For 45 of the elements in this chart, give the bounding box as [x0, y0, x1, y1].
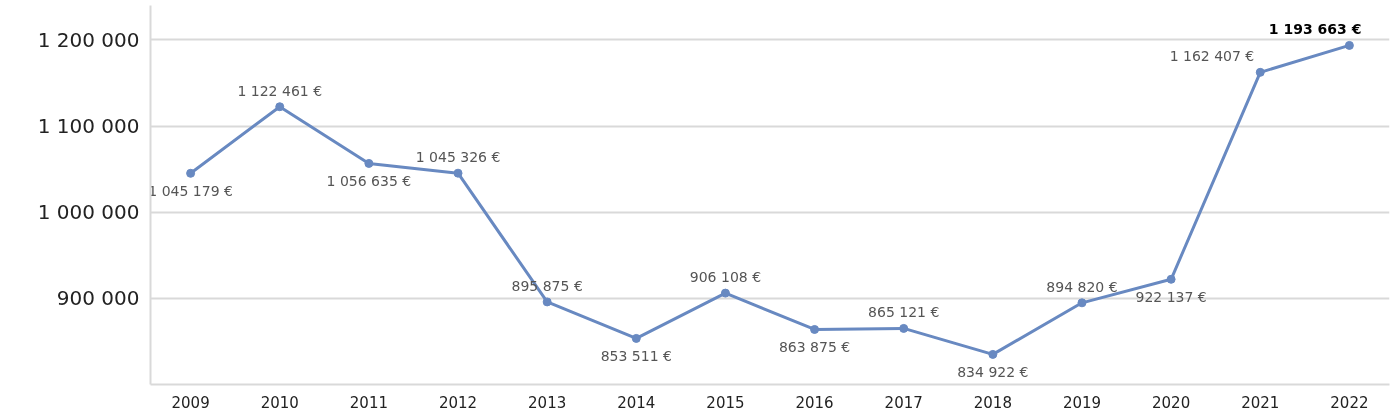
x-tick-label: 2014 [617, 393, 656, 412]
data-label: 894 820 € [1046, 278, 1118, 295]
point [186, 168, 196, 178]
x-tick-label: 2009 [171, 393, 210, 412]
y-tick-label: 1 200 000 [37, 27, 140, 52]
point [1077, 298, 1087, 308]
x-tick-label: 2016 [795, 393, 834, 412]
point [1255, 67, 1265, 77]
data-label: 853 511 € [600, 348, 672, 365]
x-tick-label: 2015 [706, 393, 745, 412]
point [453, 168, 463, 178]
point [275, 102, 285, 112]
data-label: 1 056 635 € [326, 173, 412, 190]
point [810, 324, 820, 334]
data-label: 906 108 € [689, 269, 762, 286]
data-label: 895 875 € [511, 277, 583, 294]
point [720, 288, 730, 298]
data-label: 1 162 407 € [1169, 48, 1255, 65]
x-tick-label: 2019 [1062, 393, 1102, 412]
x-tick-label: 2013 [528, 393, 567, 412]
y-tick-label: 1 100 000 [37, 114, 140, 139]
data-label: 922 137 € [1135, 289, 1207, 306]
point [988, 349, 998, 359]
data-label: 834 922 € [957, 364, 1029, 381]
x-tick-label: 2017 [884, 393, 923, 412]
data-label: 865 121 € [868, 304, 940, 321]
x-tick-label: 2021 [1241, 393, 1280, 412]
point [542, 297, 552, 307]
data-label: 1 193 663 € [1268, 21, 1362, 38]
point [631, 333, 641, 343]
point [1344, 40, 1354, 50]
x-tick-label: 2022 [1330, 393, 1369, 412]
point [364, 158, 374, 168]
x-tick-label: 2018 [973, 393, 1012, 412]
y-tick-label: 900 000 [56, 286, 140, 311]
data-label: 1 045 326 € [415, 149, 501, 166]
y-tick-label: 1 000 000 [37, 200, 140, 225]
point [1166, 274, 1176, 284]
data-label: 1 122 461 € [237, 82, 323, 99]
x-tick-label: 2020 [1152, 393, 1191, 412]
point [899, 323, 909, 333]
x-tick-label: 2010 [260, 393, 299, 412]
x-tick-label: 2011 [349, 393, 388, 412]
x-tick-label: 2012 [438, 393, 478, 412]
data-label: 863 875 € [778, 339, 851, 356]
